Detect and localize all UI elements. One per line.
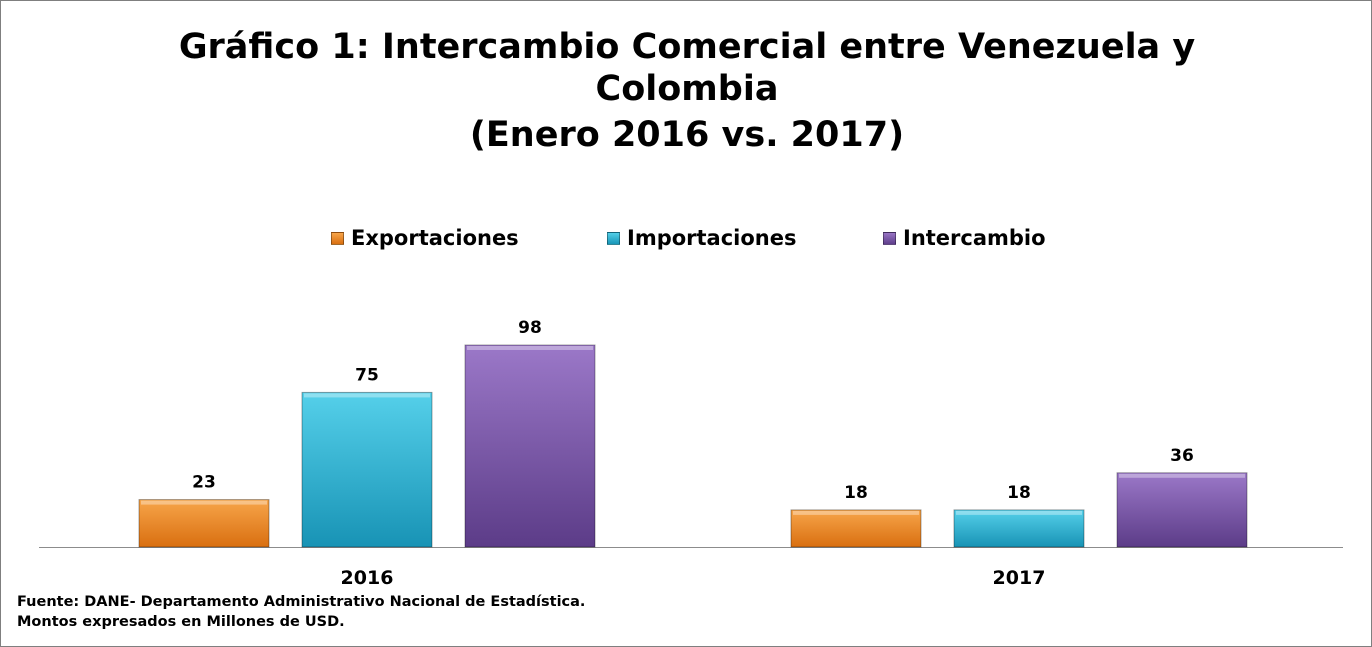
bar-highlight-intercambio-2016 [467,346,593,350]
data-label-exportaciones-2016: 23 [192,473,216,493]
legend-label-importaciones: Importaciones [627,226,797,250]
data-label-importaciones-2016: 75 [355,365,379,385]
bar-exportaciones-2016 [138,499,270,548]
bar-highlight-exportaciones-2017 [793,510,919,515]
legend-label-exportaciones: Exportaciones [351,226,519,250]
bar-intercambio-2017 [1116,472,1248,548]
bar-highlight-intercambio-2017 [1119,473,1245,478]
bar-importaciones-2017 [953,509,1085,548]
units-note: Montos expresados en Millones de USD. [17,614,345,630]
data-label-exportaciones-2017: 18 [844,483,868,503]
data-label-intercambio-2017: 36 [1170,446,1194,466]
legend-item-intercambio: Intercambio [883,225,1046,251]
chart-title-line-2: Colombia [595,69,779,109]
legend-item-importaciones: Importaciones [607,225,797,251]
legend-swatch-exportaciones [331,231,344,245]
chart-title-line-3: (Enero 2016 vs. 2017) [469,115,905,155]
legend-swatch-importaciones [607,231,620,245]
data-label-intercambio-2016: 98 [518,318,542,338]
x-tick-label-2016: 2016 [341,567,394,589]
plot-area: 23 75 98 2016 18 18 36 2017 [39,318,1343,589]
legend-item-exportaciones: Exportaciones [331,225,519,251]
bar-highlight-exportaciones-2016 [141,500,267,505]
bar-importaciones-2016 [301,391,433,548]
bar-intercambio-2016 [464,344,596,548]
data-label-importaciones-2017: 18 [1007,483,1031,503]
bar-highlight-importaciones-2016 [304,393,430,398]
x-tick-label-2017: 2017 [993,567,1046,589]
source-note: Fuente: DANE- Departamento Administrativ… [17,594,586,610]
bar-exportaciones-2017 [790,509,922,548]
legend-label-intercambio: Intercambio [903,226,1046,250]
chart-title-line-1: Gráfico 1: Intercambio Comercial entre V… [178,27,1196,67]
legend-swatch-intercambio [883,231,896,245]
bar-highlight-importaciones-2017 [956,510,1082,515]
